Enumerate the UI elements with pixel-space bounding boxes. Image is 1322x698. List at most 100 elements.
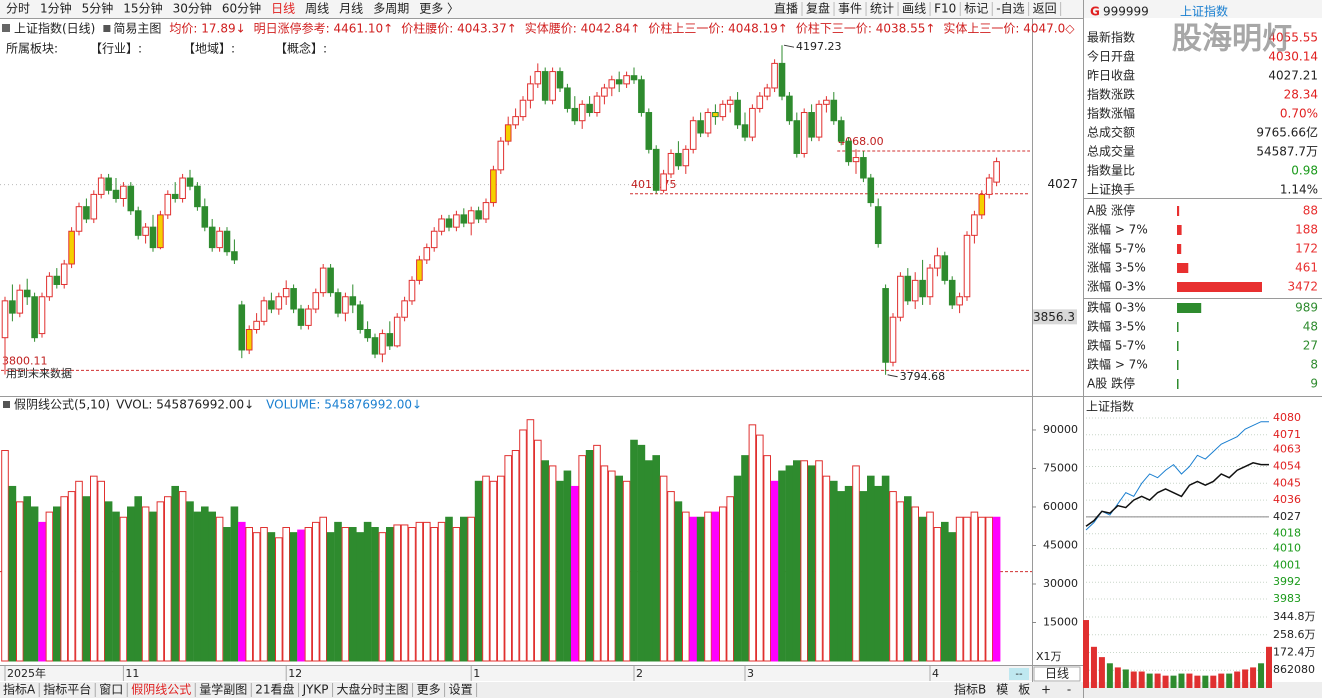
y-tick-label: 90000 [1043,423,1078,436]
volume-bar [763,455,772,662]
intraday-volume-bar [1242,669,1249,688]
volume-bar [548,465,557,662]
breadth-bar [1177,360,1179,370]
toolbar-tab[interactable]: 分时 [6,2,30,16]
intraday-volume-bar [1218,673,1225,688]
toolbar-button[interactable]: 复盘 [806,1,830,16]
volume-bar [526,419,535,662]
candle-body [527,83,534,101]
quote-label: 总成交量 [1087,144,1135,159]
info-mode[interactable]: 简易主图 [113,22,161,36]
volume-icon [3,401,10,408]
toolbar-button[interactable]: F10 [934,2,956,16]
scroll[interactable]: -- [1015,669,1023,680]
toolbar-button[interactable]: 直播 [774,2,798,16]
bottom-tab[interactable]: 模 [996,683,1008,697]
bottom-tab[interactable]: 指标B [954,682,986,697]
bottom-tab[interactable]: 量学副图 [199,682,247,697]
bottom-tab[interactable]: 指标平台 [43,682,91,697]
candle-body [749,107,756,138]
toolbar-button[interactable]: 画线 [902,2,926,16]
candle-body [157,214,164,249]
toolbar-tab[interactable]: 周线 [305,2,329,16]
toolbar-tab[interactable]: 5分钟 [82,1,114,16]
candle-body [16,289,24,314]
x-tick-label: 11 [125,667,139,680]
volume-bar [504,455,512,662]
candle-body [201,206,209,228]
candle-body [438,218,445,232]
candle-body [956,296,963,306]
candle-body [741,124,749,138]
intraday-tick-label: 3983 [1273,592,1301,605]
intraday-volume-bar [1114,667,1121,688]
volume-bar [756,434,764,662]
candle-body [490,169,497,204]
breadth-bar [1177,379,1179,389]
toolbar-tab[interactable]: 月线 [339,2,363,16]
toolbar-tab[interactable]: 1分钟 [40,1,72,16]
bottom-tab[interactable]: 指标A [3,682,36,697]
toolbar-tab[interactable]: 15分钟 [123,1,162,16]
toolbar-button[interactable]: 返回 [1033,2,1057,16]
quote-label: 最新指数 [1087,30,1135,45]
quote-icon: G [1090,5,1100,19]
volume-bar [793,460,801,662]
period-label[interactable]: 日线 [1045,667,1069,681]
zoom-in[interactable]: + [1041,683,1051,697]
breadth-bar [1177,322,1179,332]
volume-bar [208,511,216,662]
volume-bar [482,475,490,662]
bottom-tab[interactable]: 更多 [417,683,441,697]
volume-bar [571,485,579,662]
candle-body [68,230,75,265]
candle-body [75,206,83,232]
candle-body [223,230,231,253]
toolbar-tab[interactable]: 多周期 [373,2,409,16]
candle-body [778,62,786,97]
toolbar-tab[interactable]: 更多 〉 [419,2,459,16]
toolbar-tab[interactable]: 日线 [271,2,295,16]
bottom-tab[interactable]: 板 [1018,683,1030,697]
toolbar-button[interactable]: 标记 [964,2,988,16]
bottom-tab[interactable]: 设置 [449,683,473,697]
intraday-volume-bar [1083,620,1089,688]
volume-bar [201,506,209,662]
candle-body [823,99,830,105]
volume-bar [156,501,165,662]
scroll-box[interactable] [1009,668,1029,680]
volume-bar [178,491,187,662]
toolbar-button[interactable]: 统计 [870,2,894,16]
watermark: 股海明灯 [1172,22,1292,57]
candle-body [245,328,253,351]
candle-body [319,267,327,294]
bottom-tab[interactable]: 21看盘 [255,682,294,697]
intraday-volume-bar [1122,669,1129,688]
volume-bar [134,496,142,662]
intraday-tick-label: 4080 [1273,411,1301,424]
intraday-volume-bar [1154,673,1161,688]
bottom-tab[interactable]: JYKP [302,683,329,697]
bottom-tab[interactable]: 假阴线公式 [131,683,191,697]
quote-value: 4030.14 [1268,50,1318,64]
candle-body [860,157,867,179]
toolbar-tab[interactable]: 30分钟 [173,1,212,16]
toolbar-tab[interactable]: 60分钟 [222,1,261,16]
zoom-out[interactable]: - [1067,683,1071,697]
toolbar-button[interactable]: 事件 [838,2,862,16]
toolbar-button[interactable]: -自选 [996,2,1024,16]
candle-body [971,214,978,236]
volume-bar [911,506,920,662]
quote-value: 0.70% [1280,107,1318,121]
bottom-tab[interactable]: 窗口 [99,683,123,697]
tabbar-bg [0,682,1322,698]
volume-bar [282,527,290,662]
candle-body [734,99,741,126]
period-box[interactable] [1033,666,1081,682]
y-tick-label: 30000 [1043,577,1078,590]
bottom-tab[interactable]: 大盘分时主图 [337,682,409,697]
candle-body [497,140,505,171]
candle-body [386,333,394,347]
volume-bar [378,532,387,662]
intraday-volume-label: 258.6万 [1273,628,1316,641]
